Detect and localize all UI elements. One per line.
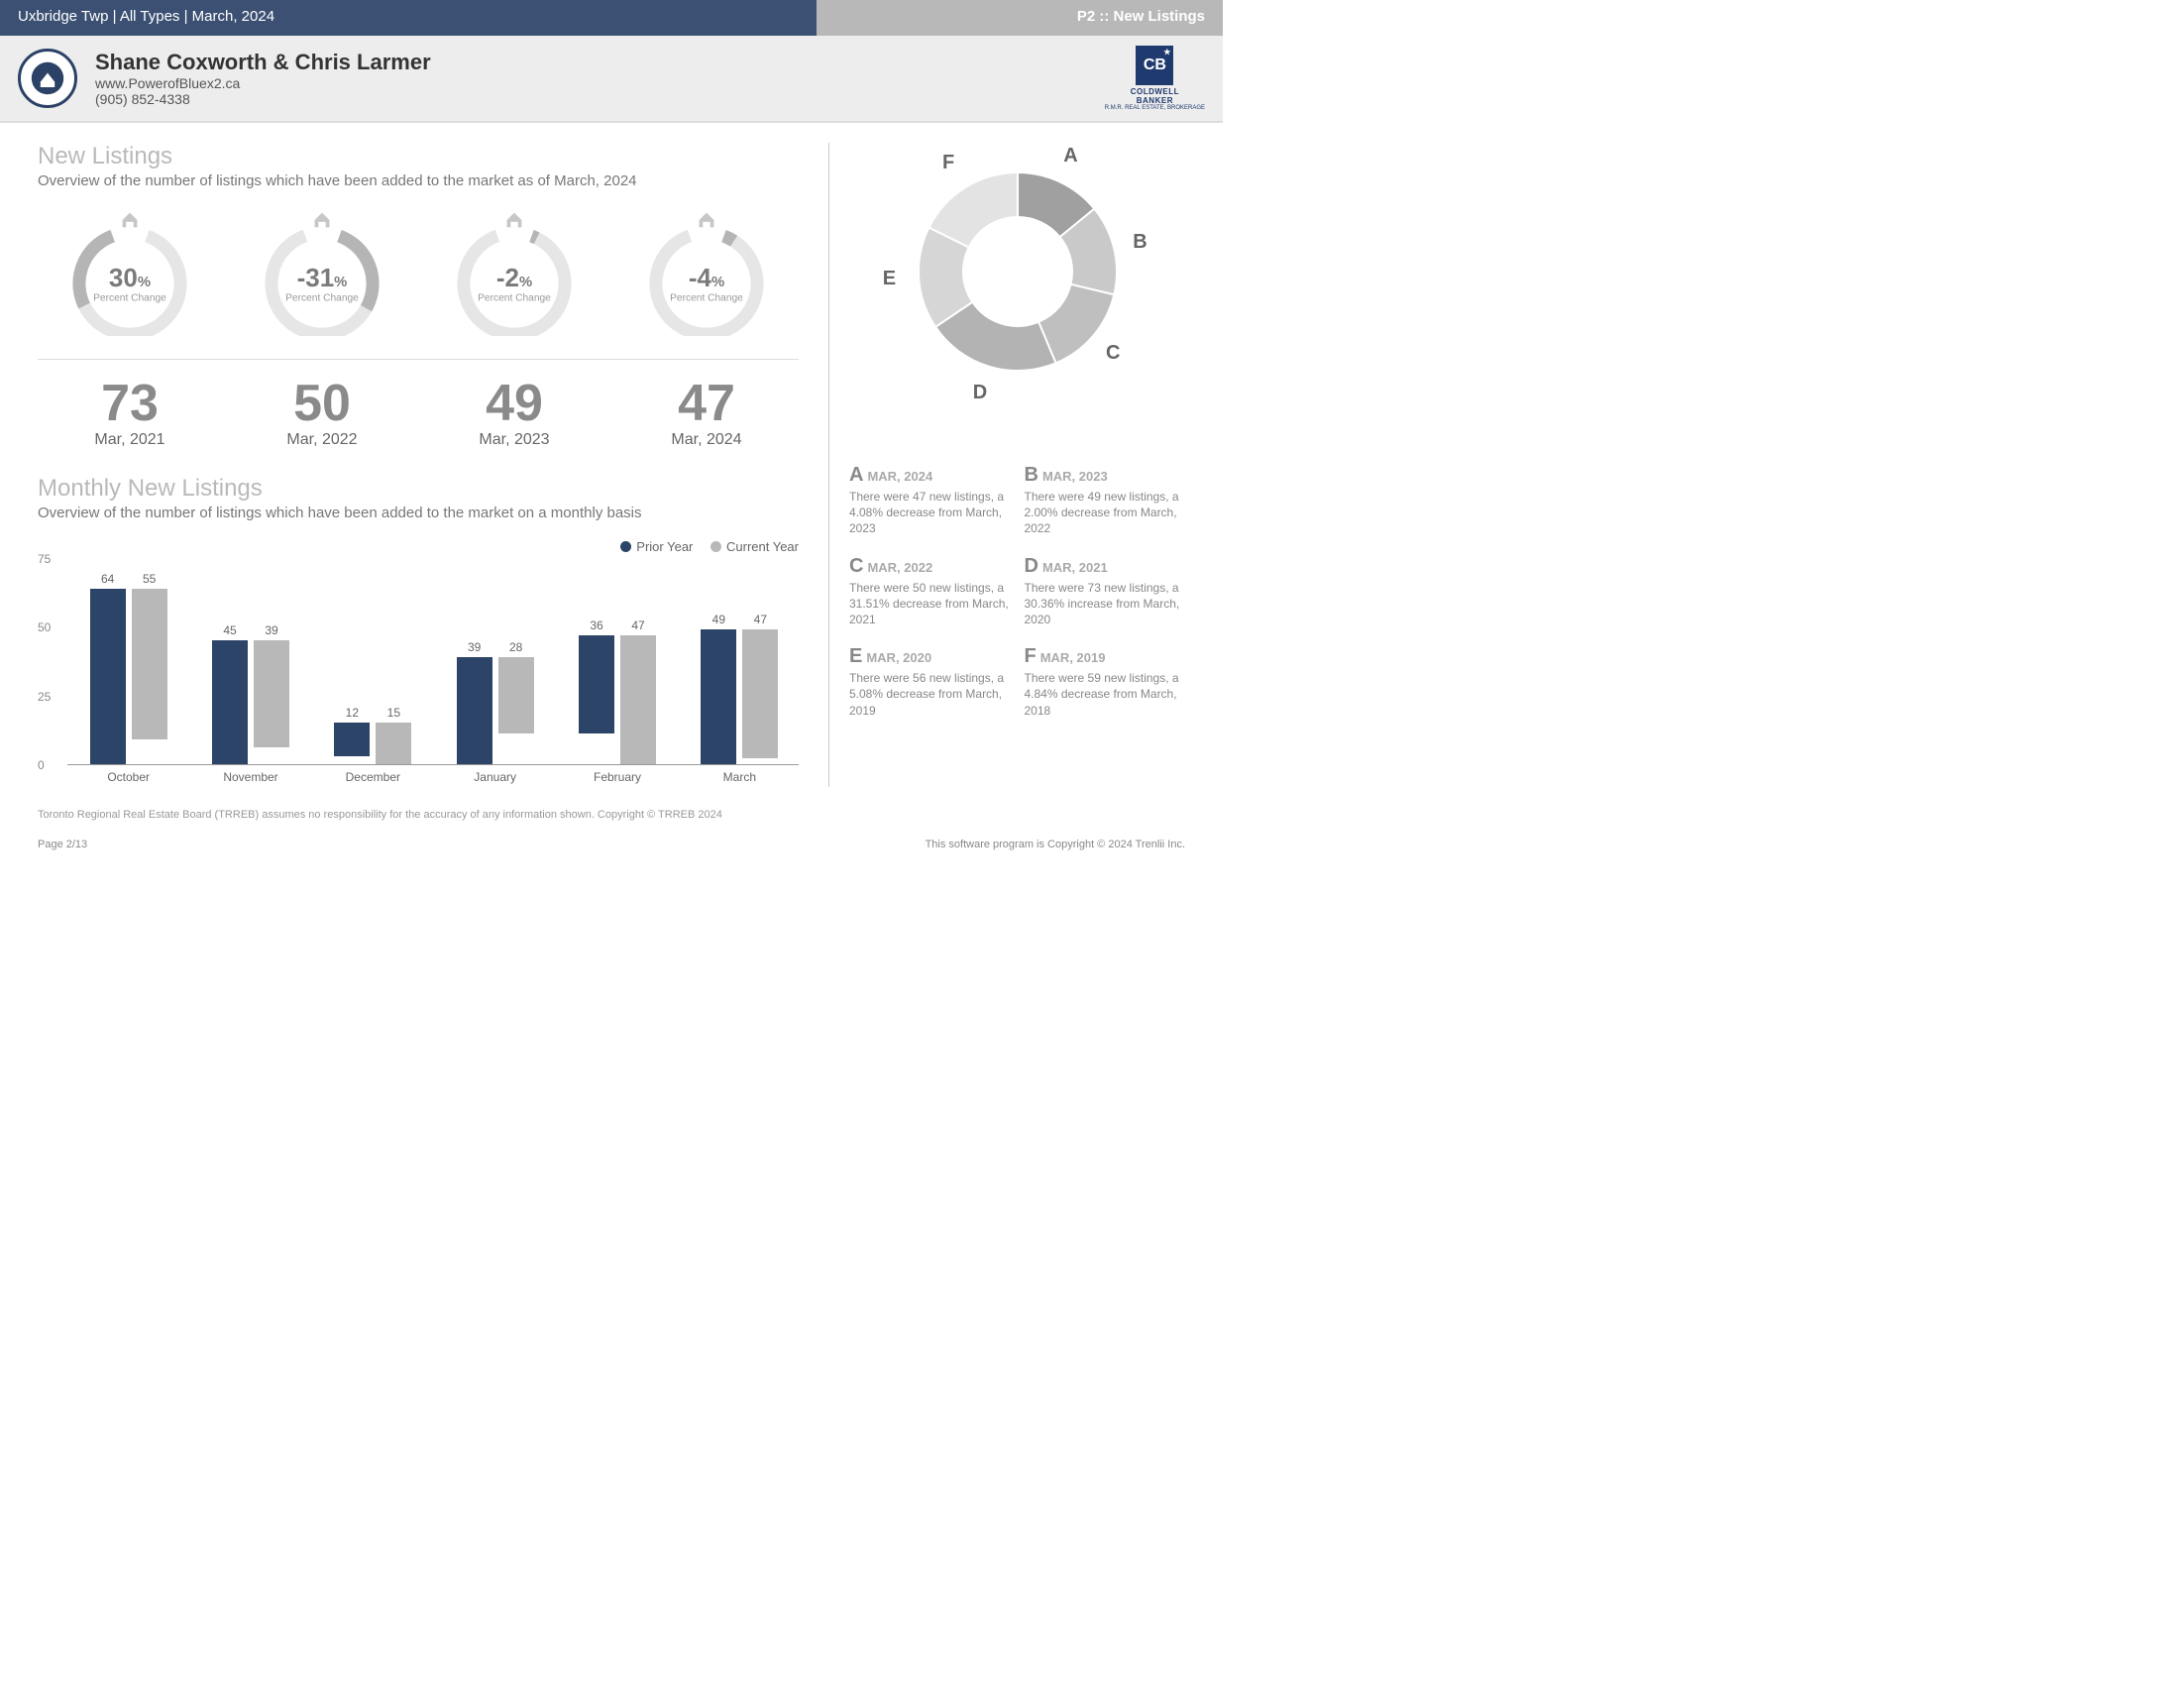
brand-line2: BANKER — [1105, 96, 1205, 105]
svg-text:-31%: -31% — [297, 263, 348, 292]
section-title: New Listings — [38, 143, 799, 170]
bar-group: 64 55 October — [84, 589, 173, 764]
brand-icon: CB — [1136, 46, 1173, 85]
donut-legend-item: BMAR, 2023There were 49 new listings, a … — [1025, 464, 1186, 537]
donut-slice-label: B — [1133, 231, 1147, 254]
footer: Toronto Regional Real Estate Board (TRRE… — [0, 797, 1223, 868]
bar-prior: 39 — [457, 657, 492, 764]
year-count: 73Mar, 2021 — [38, 378, 222, 449]
y-tick-label: 25 — [38, 690, 51, 704]
year-counts-row: 73Mar, 202150Mar, 202249Mar, 202347Mar, … — [38, 378, 799, 449]
legend-prior: Prior Year — [620, 539, 693, 554]
donut-slice-label: F — [942, 152, 954, 174]
gauge: -4% Percent Change — [614, 207, 799, 341]
bar-prior: 36 — [579, 635, 614, 734]
donut-legend: AMAR, 2024There were 47 new listings, a … — [849, 464, 1185, 719]
bar-current: 28 — [498, 657, 534, 734]
header: Shane Coxworth & Chris Larmer www.Powero… — [0, 36, 1223, 123]
gauge: 30% Percent Change — [38, 207, 222, 341]
top-bar: Uxbridge Twp | All Types | March, 2024 P… — [0, 0, 1223, 36]
donut-slice-label: A — [1063, 145, 1077, 168]
agent-info: Shane Coxworth & Chris Larmer www.Powero… — [95, 50, 431, 107]
copyright: This software program is Copyright © 202… — [926, 839, 1185, 850]
svg-text:-2%: -2% — [496, 263, 532, 292]
donut-slice-label: D — [973, 382, 987, 404]
svg-text:30%: 30% — [109, 263, 151, 292]
bar-prior: 12 — [334, 723, 370, 755]
page-number: Page 2/13 — [38, 839, 87, 850]
svg-text:Percent Change: Percent Change — [285, 293, 359, 304]
agent-phone: (905) 852-4338 — [95, 91, 431, 107]
bar-current: 15 — [376, 723, 411, 764]
bar-month-label: March — [686, 770, 793, 784]
brand-logo: CB COLDWELL BANKER R.M.R. REAL ESTATE, B… — [1105, 46, 1205, 111]
agent-logo — [18, 49, 77, 108]
brand-sub: R.M.R. REAL ESTATE, BROKERAGE — [1105, 105, 1205, 111]
bar-group: 39 28 January — [451, 657, 540, 764]
gauges-row: 30% Percent Change -31% Percent Change — [38, 207, 799, 360]
y-tick-label: 50 — [38, 620, 51, 634]
agent-name: Shane Coxworth & Chris Larmer — [95, 50, 431, 75]
brand-line1: COLDWELL — [1105, 87, 1205, 96]
gauge: -2% Percent Change — [422, 207, 606, 341]
monthly-title: Monthly New Listings — [38, 475, 799, 503]
bar-group: 12 15 December — [328, 723, 417, 764]
svg-text:Percent Change: Percent Change — [93, 293, 166, 304]
page-indicator: P2 :: New Listings — [817, 0, 1223, 36]
section-subtitle: Overview of the number of listings which… — [38, 172, 799, 189]
bar-month-label: October — [75, 770, 182, 784]
bar-current: 39 — [254, 640, 289, 747]
y-tick-label: 75 — [38, 552, 51, 566]
bar-group: 49 47 March — [695, 629, 784, 764]
left-column: New Listings Overview of the number of l… — [38, 143, 799, 787]
donut-legend-item: CMAR, 2022There were 50 new listings, a … — [849, 555, 1011, 628]
bar-group: 36 47 February — [573, 635, 662, 764]
bar-prior: 49 — [701, 629, 736, 764]
donut-slice-label: E — [883, 268, 896, 290]
donut-chart: A B C D E F — [859, 143, 1176, 440]
donut-slice-label: C — [1106, 342, 1120, 365]
bar-month-label: December — [319, 770, 426, 784]
right-column: A B C D E F AMAR, 2024There were 47 new listi… — [828, 143, 1185, 787]
main-content: New Listings Overview of the number of l… — [0, 123, 1223, 797]
bar-legend: Prior Year Current Year — [38, 539, 799, 555]
svg-text:Percent Change: Percent Change — [478, 293, 551, 304]
bar-current: 55 — [132, 589, 167, 740]
bar-prior: 64 — [90, 589, 126, 764]
gauge: -31% Percent Change — [230, 207, 414, 341]
svg-text:Percent Change: Percent Change — [670, 293, 743, 304]
donut-legend-item: DMAR, 2021There were 73 new listings, a … — [1025, 555, 1186, 628]
bar-current: 47 — [742, 629, 778, 758]
agent-website: www.PowerofBluex2.ca — [95, 75, 431, 91]
bar-chart: 64 55 October 45 39 November 12 15 Decem… — [38, 559, 799, 787]
bar-prior: 45 — [212, 640, 248, 764]
y-tick-label: 0 — [38, 758, 45, 772]
year-count: 47Mar, 2024 — [614, 378, 799, 449]
svg-text:-4%: -4% — [689, 263, 724, 292]
disclaimer: Toronto Regional Real Estate Board (TRRE… — [38, 809, 1185, 821]
bar-month-label: January — [442, 770, 549, 784]
donut-legend-item: AMAR, 2024There were 47 new listings, a … — [849, 464, 1011, 537]
monthly-subtitle: Overview of the number of listings which… — [38, 505, 799, 521]
donut-legend-item: FMAR, 2019There were 59 new listings, a … — [1025, 645, 1186, 719]
legend-current: Current Year — [710, 539, 799, 554]
bar-group: 45 39 November — [206, 640, 295, 764]
breadcrumb: Uxbridge Twp | All Types | March, 2024 — [0, 0, 817, 36]
bar-month-label: February — [564, 770, 671, 784]
donut-legend-item: EMAR, 2020There were 56 new listings, a … — [849, 645, 1011, 719]
year-count: 49Mar, 2023 — [422, 378, 606, 449]
bar-month-label: November — [197, 770, 304, 784]
year-count: 50Mar, 2022 — [230, 378, 414, 449]
bar-current: 47 — [620, 635, 656, 764]
